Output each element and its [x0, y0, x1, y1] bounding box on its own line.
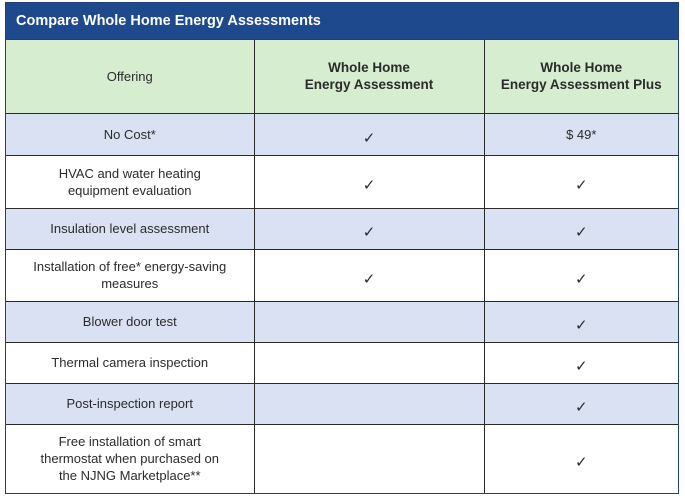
- table-row: Thermal camera inspection ✓: [6, 341, 678, 384]
- assessment-plus-cell: ✓: [483, 248, 678, 302]
- table-title: Compare Whole Home Energy Assessments: [6, 3, 678, 40]
- header-whole-home-energy-assessment-plus: Whole Home Energy Assessment Plus: [483, 40, 678, 114]
- assessment-cell: [253, 382, 485, 425]
- table-row: Blower door test ✓: [6, 300, 678, 343]
- assessment-plus-cell: ✓: [483, 300, 678, 343]
- offering-label: Blower door test: [6, 300, 255, 343]
- assessment-plus-cell: ✓: [483, 207, 678, 250]
- comparison-table: Offering Whole Home Energy Assessment Who…: [6, 40, 678, 493]
- assessment-plus-cell: ✓: [483, 423, 678, 493]
- header-offering: Offering: [6, 40, 255, 114]
- assessment-cell: ✓: [253, 113, 485, 156]
- table-row: No Cost* ✓ $ 49*: [6, 113, 678, 156]
- header-whole-home-energy-assessment: Whole Home Energy Assessment: [253, 40, 485, 114]
- offering-label: HVAC and water heating equipment evaluati…: [6, 154, 255, 209]
- checkmark-icon: ✓: [574, 223, 588, 241]
- assessment-cell: ✓: [253, 154, 485, 209]
- header-row: Offering Whole Home Energy Assessment Who…: [6, 40, 678, 114]
- checkmark-icon: ✓: [574, 398, 588, 416]
- assessment-cell: [253, 341, 485, 384]
- assessment-plus-cell: ✓: [483, 154, 678, 209]
- checkmark-icon: ✓: [362, 269, 376, 288]
- offering-label: Installation of free* energy-saving measu…: [6, 248, 255, 302]
- offering-label: Insulation level assessment: [6, 207, 255, 250]
- assessment-plus-cell: ✓: [483, 382, 678, 425]
- checkmark-icon: ✓: [574, 316, 588, 334]
- assessment-cell: [253, 300, 485, 343]
- table-row: HVAC and water heating equipment evaluati…: [6, 154, 678, 209]
- assessment-cell: ✓: [253, 248, 485, 302]
- offering-label: Post-inspection report: [6, 382, 255, 425]
- table-row: Installation of free* energy-saving measu…: [6, 248, 678, 302]
- offering-label: Thermal camera inspection: [6, 341, 255, 384]
- checkmark-icon: ✓: [574, 269, 588, 288]
- offering-label: No Cost*: [6, 113, 255, 156]
- checkmark-icon: ✓: [362, 223, 376, 241]
- checkmark-icon: ✓: [574, 357, 588, 375]
- assessment-plus-cell: $ 49*: [483, 113, 678, 156]
- table-row: Post-inspection report ✓: [6, 382, 678, 425]
- checkmark-icon: ✓: [362, 176, 376, 194]
- checkmark-icon: ✓: [574, 176, 588, 194]
- assessment-cell: ✓: [253, 207, 485, 250]
- assessment-cell: [253, 423, 485, 493]
- checkmark-icon: ✓: [362, 128, 376, 147]
- comparison-table-frame: Compare Whole Home Energy Assessments Of…: [5, 2, 679, 494]
- table-row: Free installation of smart thermostat whe…: [6, 423, 678, 493]
- checkmark-icon: ✓: [574, 453, 588, 472]
- offering-label: Free installation of smart thermostat whe…: [6, 423, 255, 493]
- table-row: Insulation level assessment ✓ ✓: [6, 207, 678, 250]
- plus-cost-value: $ 49*: [566, 126, 597, 142]
- assessment-plus-cell: ✓: [483, 341, 678, 384]
